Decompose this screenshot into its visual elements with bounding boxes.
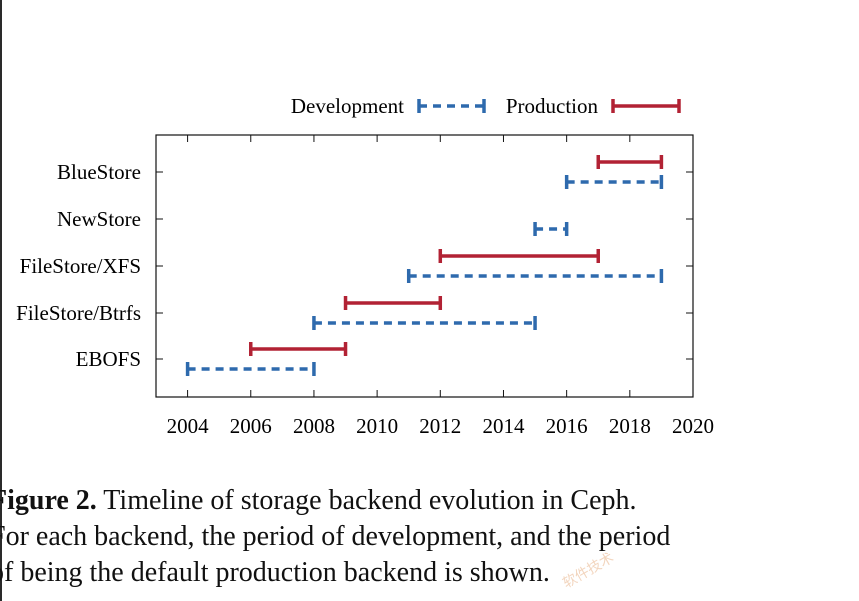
y-label-newstore: NewStore bbox=[57, 207, 141, 231]
timeline-bars bbox=[185, 155, 664, 376]
y-label-filestore-btrfs: FileStore/Btrfs bbox=[16, 301, 141, 325]
legend-label-production: Production bbox=[506, 94, 599, 118]
x-tick-label-2012: 2012 bbox=[419, 414, 461, 438]
legend-dev-mark bbox=[417, 99, 486, 113]
x-tick-label-2006: 2006 bbox=[230, 414, 272, 438]
y-axis-labels: BlueStore NewStore FileStore/XFS FileStore/… bbox=[16, 160, 141, 371]
y-label-filestore-xfs: FileStore/XFS bbox=[20, 254, 141, 278]
y-label-ebofs: EBOFS bbox=[76, 347, 141, 371]
x-tick-label-2014: 2014 bbox=[482, 414, 525, 438]
x-axis-labels: 2004 2006 2008 2010 2012 2014 2016 2018 2020 bbox=[167, 414, 714, 438]
plot-frame bbox=[155, 134, 694, 398]
production-bar-ebofs bbox=[249, 342, 348, 356]
legend-sample-production bbox=[611, 99, 681, 113]
legend-prod-mark bbox=[611, 99, 681, 113]
x-tick-label-2008: 2008 bbox=[293, 414, 335, 438]
caption-line-2: For each backend, the period of developm… bbox=[0, 521, 671, 552]
development-bar-filestore-xfs bbox=[406, 269, 664, 283]
y-label-bluestore: BlueStore bbox=[57, 160, 141, 184]
figure-caption: Figure 2. Timeline of storage backend ev… bbox=[0, 483, 849, 591]
caption-line-3: of being the default production backend … bbox=[0, 557, 550, 588]
caption-figure-label: Figure 2. bbox=[0, 485, 97, 516]
development-bar-bluestore bbox=[564, 175, 664, 189]
x-tick-label-2010: 2010 bbox=[356, 414, 398, 438]
x-tick-label-2016: 2016 bbox=[546, 414, 588, 438]
legend-sample-development bbox=[417, 99, 486, 113]
development-bar-ebofs bbox=[185, 362, 316, 376]
caption-line-1: Figure 2. Timeline of storage backend ev… bbox=[0, 483, 849, 519]
production-bar-bluestore bbox=[596, 155, 664, 169]
x-tick-label-2018: 2018 bbox=[609, 414, 651, 438]
production-bar-filestore-xfs bbox=[438, 249, 600, 263]
page-left-rule bbox=[0, 0, 2, 601]
production-bar-filestore-btrfs bbox=[343, 296, 443, 310]
x-tick-label-2004: 2004 bbox=[167, 414, 210, 438]
caption-title-text: Timeline of storage backend evolution in… bbox=[96, 485, 637, 516]
development-bar-newstore bbox=[533, 222, 569, 236]
axis-ticks bbox=[156, 135, 694, 397]
x-tick-label-2020: 2020 bbox=[672, 414, 714, 438]
development-bar-filestore-btrfs bbox=[312, 316, 537, 330]
legend: Development Production bbox=[291, 94, 681, 118]
legend-label-development: Development bbox=[291, 94, 404, 118]
backend-timeline-chart: BlueStore NewStore FileStore/XFS FileStore/… bbox=[16, 94, 714, 438]
